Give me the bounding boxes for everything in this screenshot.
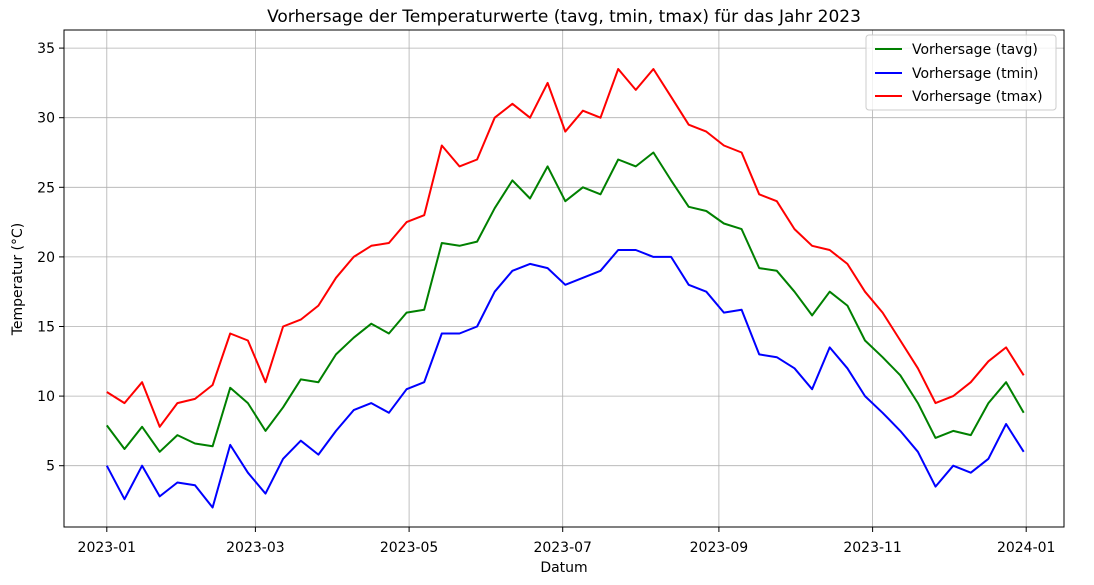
legend-label-tmin: Vorhersage (tmin) [912, 66, 1038, 82]
y-axis-ticks: 5 10 15 20 25 30 35 [37, 41, 64, 475]
y-tick-label: 20 [37, 250, 55, 266]
y-tick-label: 35 [37, 41, 55, 57]
x-axis-ticks: 2023-01 2023-03 2023-05 2023-07 2023-09 2023-… [78, 527, 1056, 556]
x-tick-label: 2023-05 [380, 540, 439, 556]
series-line-tavg [106, 151, 1025, 453]
y-tick-label: 15 [37, 320, 55, 336]
chart-title: Vorhersage der Temperaturwerte (tavg, tm… [267, 7, 861, 27]
legend-label-tavg: Vorhersage (tavg) [912, 42, 1038, 58]
x-tick-label: 2023-03 [226, 540, 285, 556]
y-axis-label: Temperatur (°C) [10, 223, 26, 337]
legend-label-tmax: Vorhersage (tmax) [912, 89, 1043, 105]
plot-frame [63, 29, 1065, 528]
x-axis-label: Datum [540, 560, 587, 576]
series-lines [105, 68, 1025, 509]
series-line-tmin [105, 249, 1025, 509]
y-tick-label: 10 [37, 389, 55, 405]
x-tick-label: 2023-09 [690, 540, 749, 556]
legend: Vorhersage (tavg) Vorhersage (tmin) Vorh… [865, 34, 1057, 111]
x-tick-label: 2023-07 [533, 540, 592, 556]
x-tick-label: 2023-01 [78, 540, 137, 556]
series-line-tmax [106, 68, 1025, 428]
y-tick-label: 25 [37, 180, 55, 196]
x-tick-label: 2024-01 [997, 540, 1056, 556]
y-tick-label: 30 [37, 111, 55, 127]
x-tick-label: 2023-11 [843, 540, 902, 556]
legend-box [865, 34, 1057, 111]
y-tick-label: 5 [46, 459, 55, 475]
